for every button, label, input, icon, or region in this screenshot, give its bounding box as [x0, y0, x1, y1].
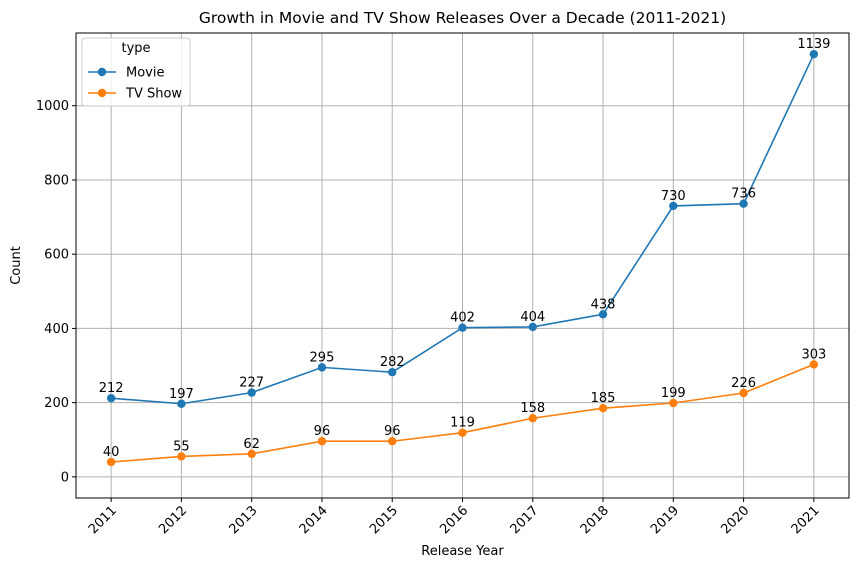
- x-tick-label: 2017: [508, 503, 542, 537]
- data-point-tv-show: [809, 360, 819, 369]
- data-label-movie: 1139: [797, 37, 830, 52]
- data-label-movie: 295: [310, 350, 335, 365]
- legend-box: [81, 37, 191, 107]
- y-tick-label: 200: [44, 396, 69, 411]
- data-point-movie: [317, 363, 327, 372]
- data-label-movie: 402: [450, 311, 475, 326]
- data-point-movie: [177, 399, 186, 408]
- x-tick-label: 2018: [578, 503, 612, 537]
- data-point-tv-show: [388, 437, 397, 446]
- x-tick-label: 2021: [789, 503, 823, 537]
- data-point-movie: [669, 201, 678, 211]
- x-tick-label: 2011: [86, 503, 120, 537]
- y-tick-label: 1000: [36, 99, 69, 114]
- data-point-tv-show: [247, 449, 256, 459]
- x-tick-label: 2012: [156, 503, 190, 537]
- x-tick-label: 2019: [648, 503, 682, 537]
- data-point-tv-show: [739, 388, 748, 398]
- data-label-tv-show: 303: [801, 347, 826, 362]
- data-point-tv-show: [669, 398, 678, 408]
- legend-entry-movie: Movie: [88, 66, 164, 81]
- data-point-tv-show: [458, 428, 467, 437]
- data-label-movie: 404: [520, 310, 545, 325]
- data-label-movie: 227: [239, 376, 264, 391]
- data-point-movie: [458, 323, 467, 332]
- data-label-tv-show: 158: [520, 401, 545, 416]
- y-tick-label: 400: [44, 322, 69, 337]
- series-layer: 212 197 227 295 282 402 404 438 730 736 1139 40 55 62…: [99, 37, 830, 467]
- y-axis: 0 200 400 600 800 1000: [36, 99, 76, 485]
- x-axis: 2011 2012 2013 2014 2015 2016 2017 2018 2019 2020…: [86, 498, 823, 537]
- data-point-movie: [106, 393, 116, 403]
- data-label-tv-show: 96: [384, 424, 401, 439]
- legend-label: TV Show: [125, 87, 182, 102]
- y-tick-label: 800: [44, 173, 69, 188]
- data-point-tv-show: [528, 414, 537, 423]
- data-label-movie: 730: [661, 189, 686, 204]
- legend: type Movie TV Show: [81, 37, 191, 107]
- x-tick-label: 2015: [367, 503, 401, 537]
- data-label-tv-show: 185: [591, 391, 616, 406]
- data-label-tv-show: 199: [661, 386, 686, 401]
- data-point-movie: [247, 388, 256, 397]
- x-tick-label: 2016: [437, 503, 471, 537]
- data-point-movie: [388, 368, 397, 377]
- data-point-tv-show: [177, 452, 186, 461]
- y-axis-label: Count: [9, 246, 24, 285]
- data-point-movie: [528, 322, 537, 332]
- legend-marker: [97, 88, 107, 98]
- x-tick-label: 2013: [227, 503, 261, 537]
- data-point-tv-show: [598, 404, 608, 413]
- series-tv-show: 40 55 62 96 96 119 158 185 199 226 303: [103, 347, 826, 467]
- legend-marker: [97, 67, 107, 77]
- data-label-movie: 438: [591, 297, 616, 312]
- series-movie: 212 197 227 295 282 402 404 438 730 736 1139: [99, 37, 830, 408]
- x-tick-label: 2014: [297, 503, 331, 537]
- data-point-tv-show: [106, 457, 116, 467]
- legend-entry-tv-show: TV Show: [88, 87, 182, 102]
- data-label-movie: 282: [380, 355, 405, 370]
- data-label-tv-show: 55: [173, 439, 190, 454]
- data-label-tv-show: 119: [450, 416, 475, 431]
- data-point-movie: [809, 49, 819, 59]
- data-label-movie: 197: [169, 387, 194, 402]
- data-point-movie: [739, 199, 748, 208]
- legend-entries: Movie TV Show: [88, 66, 182, 102]
- legend-title: type: [121, 41, 150, 56]
- data-label-tv-show: 226: [731, 376, 756, 391]
- data-label-tv-show: 96: [314, 424, 331, 439]
- data-point-movie: [598, 310, 608, 319]
- y-tick-label: 600: [44, 248, 69, 263]
- chart-title: Growth in Movie and TV Show Releases Ove…: [199, 9, 726, 27]
- data-label-tv-show: 62: [243, 437, 260, 452]
- legend-label: Movie: [126, 66, 164, 81]
- data-label-movie: 212: [99, 381, 124, 396]
- data-label-tv-show: 40: [103, 445, 120, 460]
- x-axis-label: Release Year: [421, 544, 504, 559]
- data-point-tv-show: [317, 437, 327, 446]
- x-tick-label: 2020: [718, 503, 752, 537]
- data-label-movie: 736: [731, 187, 756, 202]
- y-tick-label: 0: [61, 470, 69, 485]
